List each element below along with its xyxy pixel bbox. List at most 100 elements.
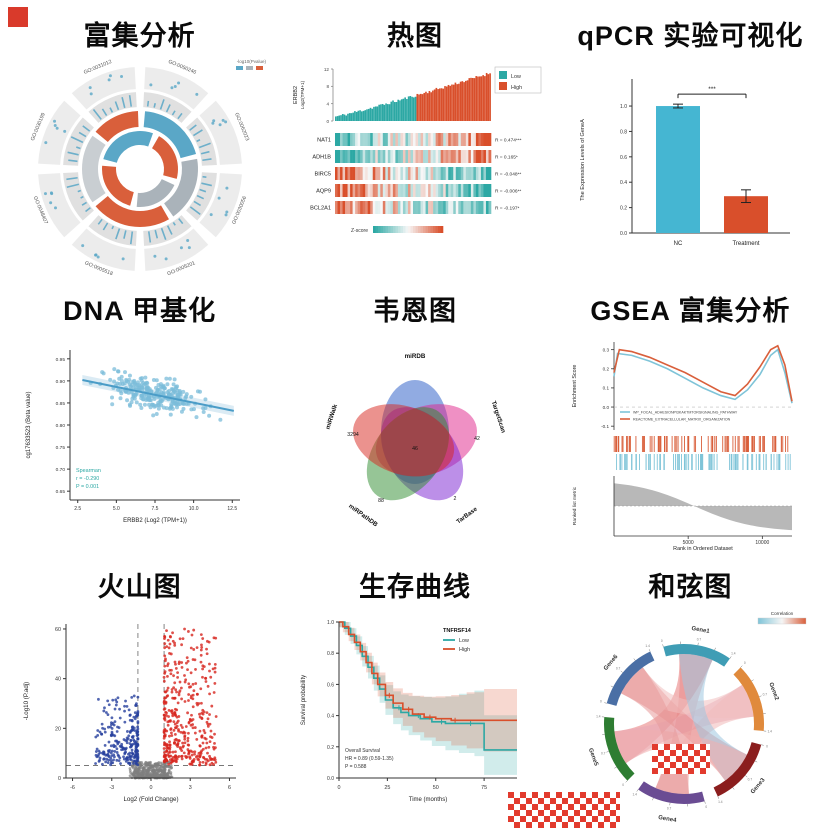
- svg-text:0.7: 0.7: [601, 751, 606, 755]
- svg-text:0.4: 0.4: [620, 180, 627, 186]
- svg-text:0: 0: [326, 119, 329, 124]
- svg-text:-6: -6: [70, 785, 75, 791]
- svg-text:3294: 3294: [347, 432, 359, 438]
- svg-text:10.0: 10.0: [188, 506, 198, 512]
- svg-text:Log2(TPM+1): Log2(TPM+1): [300, 80, 305, 109]
- svg-text:0.2: 0.2: [620, 206, 627, 212]
- svg-text:1.4: 1.4: [633, 792, 638, 796]
- svg-text:ERBB2: ERBB2: [293, 86, 299, 104]
- svg-text:0: 0: [661, 639, 663, 643]
- expression-heatmap-chart: 0 4 8 12 ERBB2 Log2(TPM+1) Low High NAT1 R = 0.47…: [293, 66, 542, 234]
- qpcr-bar-chart: 0.0 0.2 0.4 0.6 0.8 1.0 The Expression Levels …: [580, 79, 791, 247]
- svg-text:R = -0.006**: R = -0.006**: [495, 189, 521, 195]
- svg-text:0: 0: [706, 805, 708, 809]
- svg-text:0: 0: [623, 782, 625, 786]
- svg-text:miRWalk: miRWalk: [324, 403, 339, 430]
- svg-text:Correlation: Correlation: [771, 611, 794, 616]
- svg-text:-Log10 (P.adj): -Log10 (P.adj): [23, 681, 30, 719]
- svg-text:0.0: 0.0: [620, 231, 627, 237]
- svg-text:0: 0: [149, 785, 152, 791]
- svg-text:Treatment: Treatment: [733, 241, 760, 247]
- panel-methylation: DNA 甲基化 2.5 5.0 7.5 10.0 12.5 0.65 0.70 0.75 0.8…: [2, 277, 277, 552]
- svg-text:0.80: 0.80: [55, 423, 65, 429]
- panel-title-qpcr: qPCR 实验可视化: [577, 21, 804, 51]
- svg-text:-3: -3: [109, 785, 114, 791]
- panel-title-gsea: GSEA 富集分析: [590, 296, 791, 327]
- svg-text:Time (months): Time (months): [409, 797, 447, 803]
- svg-text:0.70: 0.70: [55, 467, 65, 473]
- svg-text:0.8: 0.8: [620, 129, 627, 135]
- svg-text:Survival probability: Survival probability: [301, 674, 307, 724]
- svg-text:0: 0: [337, 785, 340, 791]
- svg-text:0: 0: [600, 699, 602, 703]
- panel-title-volcano: 火山图: [97, 571, 182, 602]
- svg-text:0.7: 0.7: [763, 692, 768, 696]
- svg-text:-log10(Pvalue): -log10(Pvalue): [236, 59, 266, 64]
- survival-curve-chart: 0 25 50 75 0.0 0.2 0.4 0.6 0.8 1.0 Time (months) Su…: [301, 620, 517, 803]
- svg-text:Gene4: Gene4: [658, 815, 678, 824]
- svg-text:0.7: 0.7: [697, 637, 702, 641]
- svg-text:REACTOME_EXTRACELLULAR_MATRIX_: REACTOME_EXTRACELLULAR_MATRIX_ORGANIZATI…: [633, 418, 731, 422]
- svg-text:1.4: 1.4: [646, 644, 651, 648]
- panel-qpcr: qPCR 实验可视化 0.0 0.2 0.4 0.6 0.8 1.0 The Express…: [553, 2, 828, 277]
- svg-text:0.8: 0.8: [327, 651, 334, 657]
- svg-text:NAT1: NAT1: [317, 138, 331, 144]
- panel-enrichment: 富集分析 GO:0050246 GO:0062023 GO:0030056 GO:00…: [2, 2, 277, 277]
- svg-text:P = 0.001: P = 0.001: [76, 484, 99, 490]
- svg-text:6: 6: [228, 785, 231, 791]
- svg-text:50: 50: [433, 785, 439, 791]
- panel-volcano: 火山图 -6 -3 0 3 6 0 20 40 60 Log2 (Fold Change) -Log…: [2, 553, 277, 828]
- svg-text:0: 0: [767, 744, 769, 748]
- svg-text:The Expression Levels of GeneA: The Expression Levels of GeneA: [580, 119, 586, 201]
- svg-text:0.90: 0.90: [55, 379, 65, 385]
- svg-text:1.4: 1.4: [596, 714, 601, 718]
- svg-text:5.0: 5.0: [113, 506, 120, 512]
- svg-text:High: High: [459, 647, 470, 653]
- svg-text:R = 0.474***: R = 0.474***: [495, 138, 522, 144]
- svg-text:TarBase: TarBase: [455, 506, 479, 526]
- svg-text:NC: NC: [674, 241, 683, 247]
- svg-text:miRDB: miRDB: [405, 353, 426, 360]
- panel-title-chord: 和弦图: [648, 571, 733, 602]
- svg-text:0.95: 0.95: [55, 357, 65, 363]
- svg-text:0.6: 0.6: [327, 682, 334, 688]
- svg-text:1.4: 1.4: [731, 651, 736, 655]
- svg-text:1.0: 1.0: [327, 620, 334, 626]
- svg-text:Ranked list metric: Ranked list metric: [572, 487, 578, 526]
- svg-text:Spearman: Spearman: [76, 468, 101, 474]
- svg-text:1.0: 1.0: [620, 104, 627, 110]
- svg-text:0.7: 0.7: [616, 666, 621, 670]
- svg-text:ADH1B: ADH1B: [312, 155, 331, 161]
- svg-text:20: 20: [55, 726, 61, 732]
- svg-text:HR = 0.89 (0.59-1.35): HR = 0.89 (0.59-1.35): [345, 756, 394, 762]
- svg-text:0.65: 0.65: [55, 490, 65, 496]
- svg-text:5000: 5000: [683, 540, 694, 546]
- svg-text:0.4: 0.4: [327, 713, 334, 719]
- svg-text:0.7: 0.7: [748, 777, 753, 781]
- watermark-patch: [508, 792, 620, 828]
- svg-text:0.0: 0.0: [327, 776, 334, 782]
- svg-text:42: 42: [474, 436, 480, 442]
- svg-text:Z-score: Z-score: [351, 228, 368, 234]
- svg-text:0.6: 0.6: [620, 155, 627, 161]
- go-enrichment-circle-chart: GO:0050246GO:0062023GO:0030056GO:0005201…: [30, 59, 267, 277]
- panel-title-survival: 生存曲线: [358, 571, 471, 602]
- svg-text:88: 88: [378, 498, 384, 504]
- svg-text:P = 0.588: P = 0.588: [345, 764, 367, 770]
- panel-venn: 韦恩图 miRDB TargetScan TarBase miRPathDB miRWa…: [277, 277, 552, 552]
- svg-text:75: 75: [481, 785, 487, 791]
- svg-text:0.2: 0.2: [603, 367, 610, 372]
- svg-text:0.3: 0.3: [603, 348, 610, 353]
- svg-text:TargetScan: TargetScan: [490, 400, 507, 434]
- panel-survival: 生存曲线 0 25 50 75 0.0 0.2 0.4 0.6 0.8 1.0 Time (mont…: [277, 553, 552, 828]
- svg-text:R = -0.197*: R = -0.197*: [495, 206, 520, 212]
- svg-text:ERBB2 (Log2 (TPM+1)): ERBB2 (Log2 (TPM+1)): [123, 518, 187, 524]
- svg-text:Gene1: Gene1: [691, 626, 711, 635]
- methylation-scatter-chart: 2.5 5.0 7.5 10.0 12.5 0.65 0.70 0.75 0.80 0.85 0.9…: [26, 350, 240, 524]
- svg-text:40: 40: [55, 676, 61, 682]
- svg-text:25: 25: [384, 785, 390, 791]
- svg-text:Gene2: Gene2: [768, 682, 780, 702]
- svg-text:0.75: 0.75: [55, 445, 65, 451]
- panel-title-enrichment: 富集分析: [83, 21, 196, 51]
